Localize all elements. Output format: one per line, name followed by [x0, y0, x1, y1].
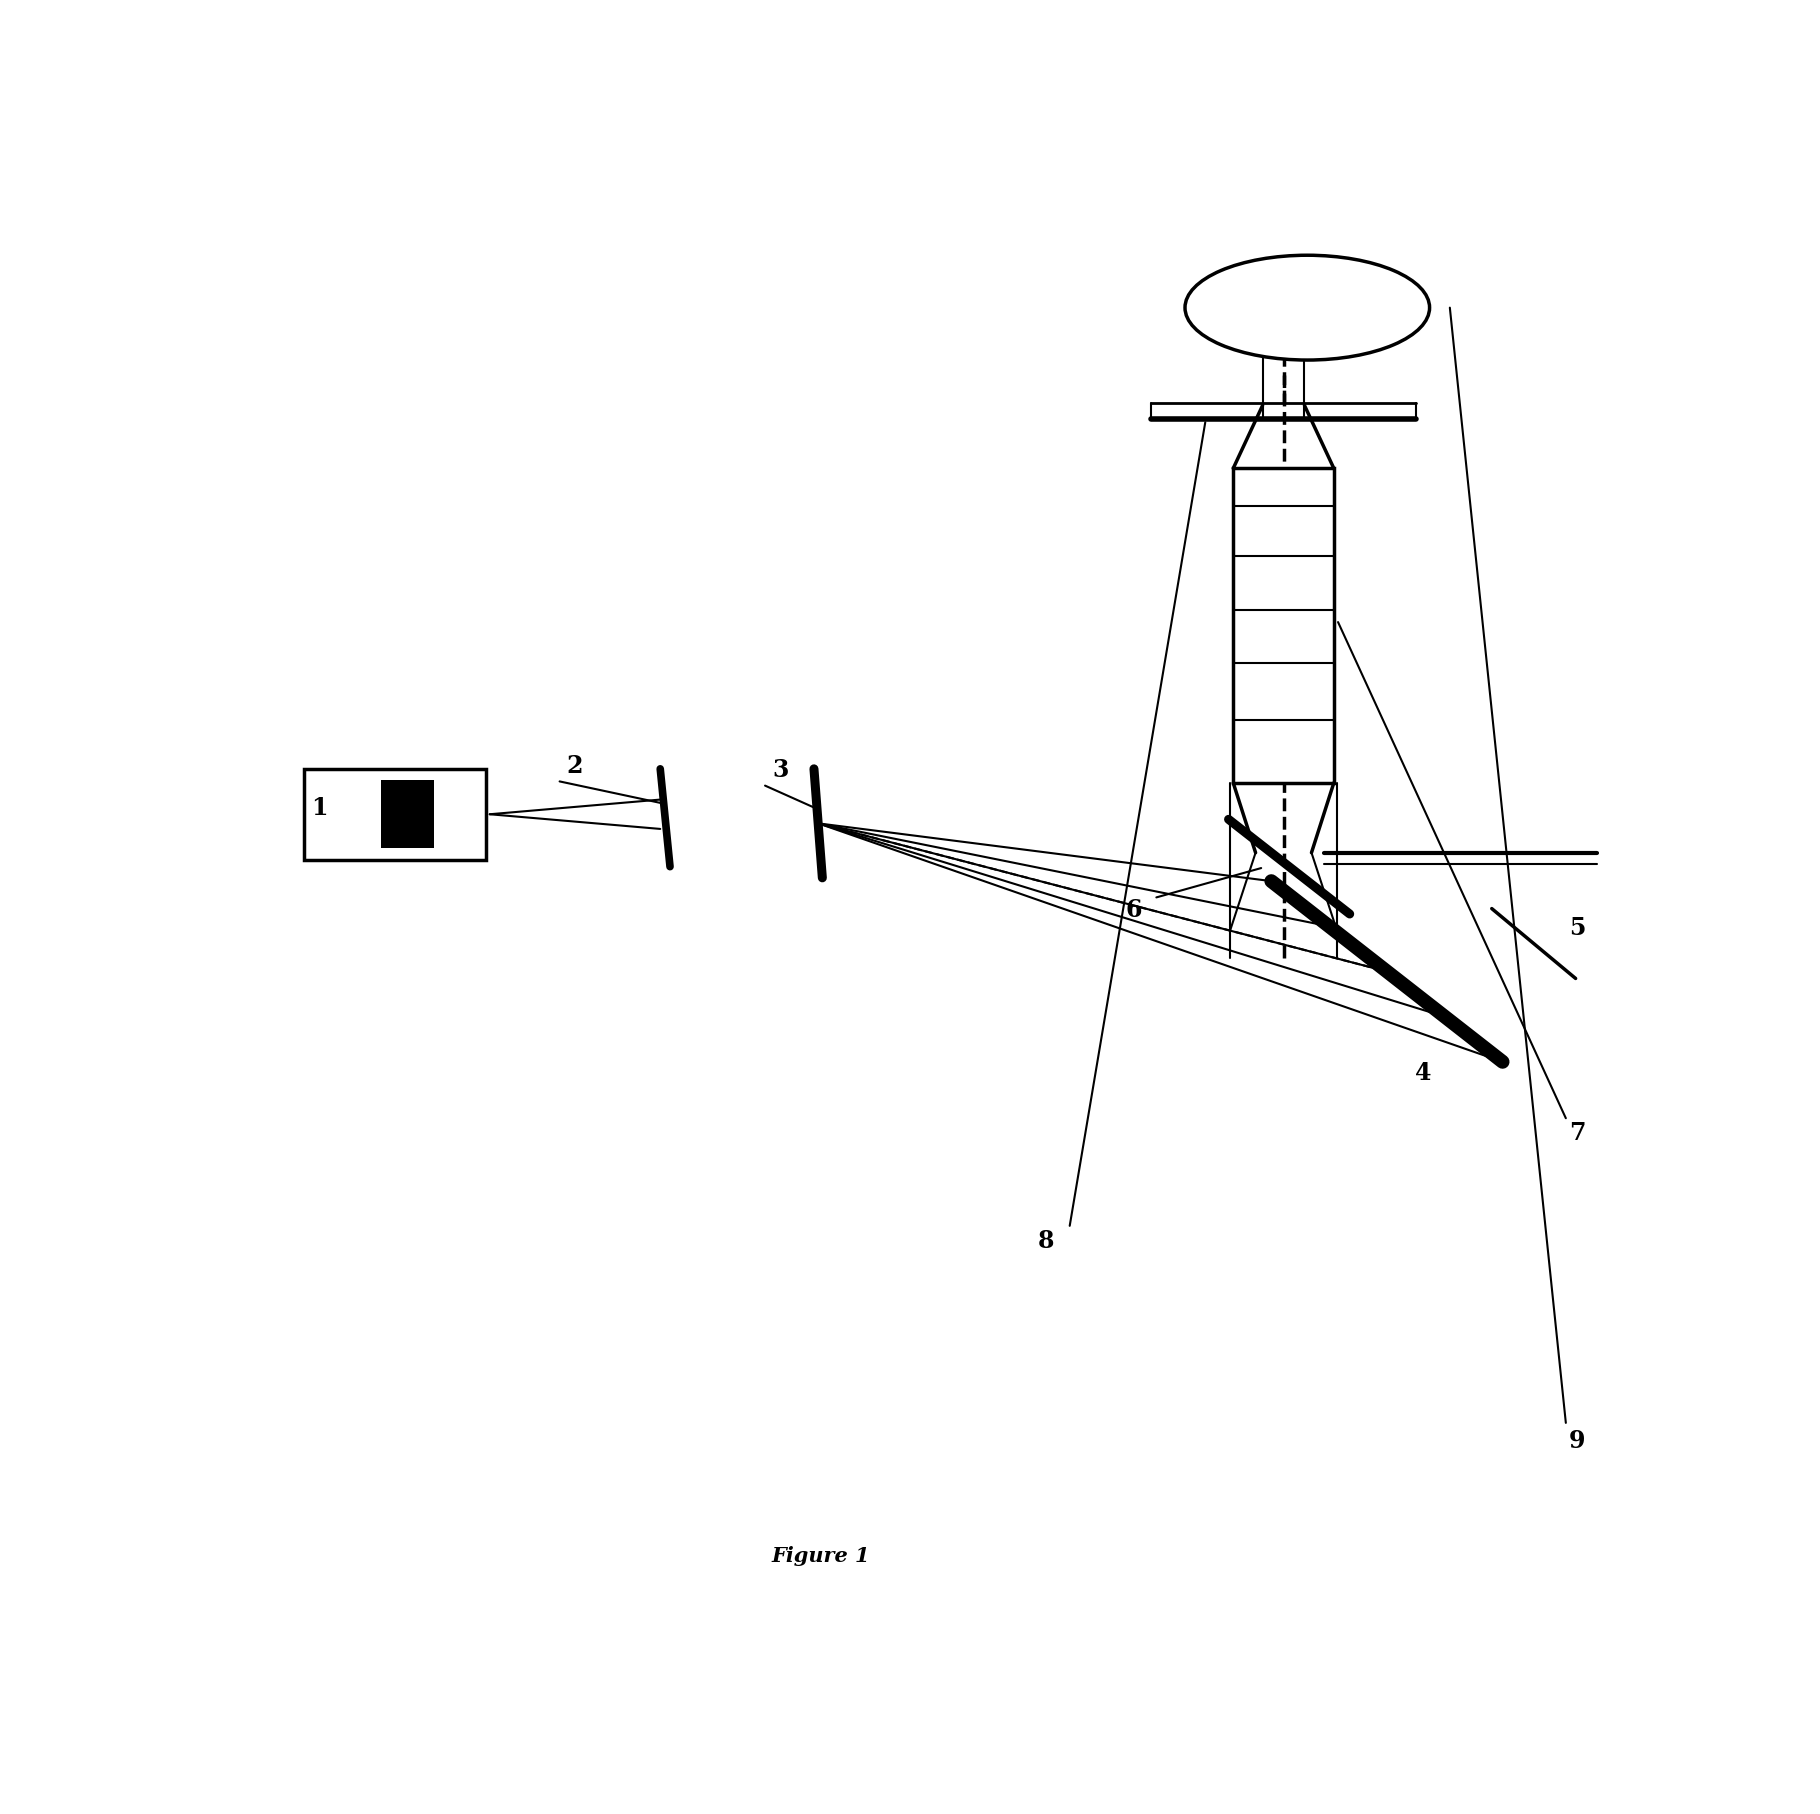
Text: 5: 5: [1569, 916, 1585, 940]
Text: 3: 3: [772, 758, 788, 782]
Bar: [1234, 470, 1334, 784]
Bar: [380, 780, 433, 849]
Text: 8: 8: [1037, 1228, 1054, 1252]
Bar: [304, 769, 486, 860]
Text: 2: 2: [566, 753, 582, 776]
Text: 1: 1: [311, 795, 328, 820]
Ellipse shape: [1185, 256, 1429, 361]
Text: Figure 1: Figure 1: [772, 1546, 870, 1565]
Text: 7: 7: [1569, 1121, 1585, 1145]
Text: 9: 9: [1569, 1428, 1585, 1451]
Text: 4: 4: [1414, 1061, 1431, 1085]
Text: 6: 6: [1125, 898, 1143, 922]
